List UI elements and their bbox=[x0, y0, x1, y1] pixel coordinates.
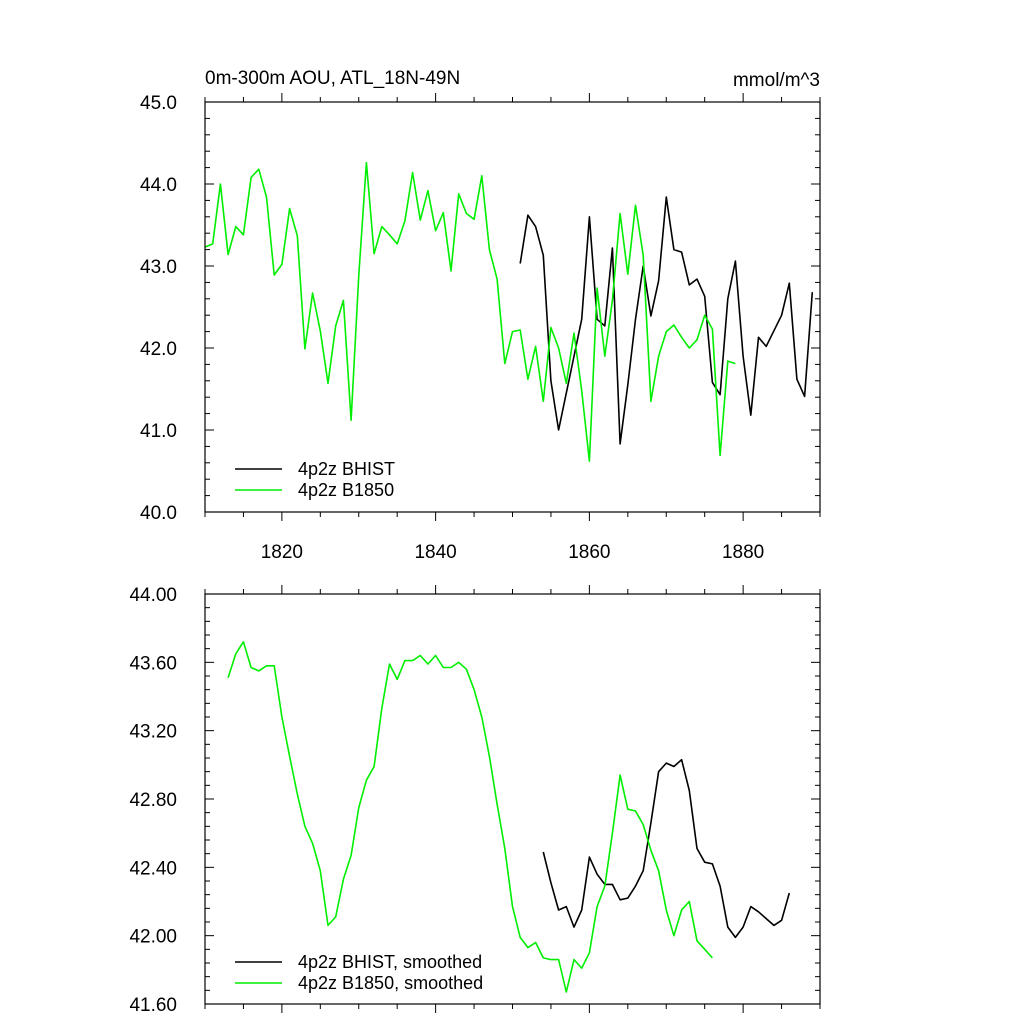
series-line-b1850 bbox=[227, 640, 713, 993]
x-tick-label: 1860 bbox=[568, 542, 610, 563]
tick-marks bbox=[204, 585, 821, 1013]
series-line-b1850 bbox=[204, 161, 736, 463]
tick-marks bbox=[204, 93, 821, 521]
y-tick-label: 42.80 bbox=[129, 790, 177, 811]
y-tick-label: 44.00 bbox=[129, 585, 177, 606]
plot-frame bbox=[204, 593, 821, 1005]
series-lines bbox=[204, 161, 814, 463]
legend: 4p2z BHIST, smoothed 4p2z B1850, smoothe… bbox=[235, 952, 483, 993]
panel-raw-aou: 0m-300m AOU, ATL_18N-49N mmol/m^3 40.0 41… bbox=[140, 68, 821, 563]
y-tick-label: 43.20 bbox=[129, 722, 177, 743]
legend: 4p2z BHIST 4p2z B1850 bbox=[235, 459, 395, 500]
series-line-bhist bbox=[542, 758, 791, 939]
y-tick-label: 43.60 bbox=[129, 653, 177, 674]
y-tick-label: 42.40 bbox=[129, 858, 177, 879]
y-tick-label: 42.00 bbox=[129, 927, 177, 948]
y-tick-label: 44.0 bbox=[140, 175, 177, 196]
series-line-bhist bbox=[519, 196, 814, 445]
y-tick-label: 45.0 bbox=[140, 93, 177, 114]
y-tick-labels: 40.0 41.0 42.0 43.0 44.0 45.0 bbox=[140, 93, 177, 524]
y-tick-label: 41.0 bbox=[140, 421, 177, 442]
y-tick-labels: 41.60 42.00 42.40 42.80 43.20 43.60 44.00 bbox=[129, 585, 177, 1016]
plot-frame bbox=[204, 101, 821, 513]
x-tick-label: 1820 bbox=[261, 542, 303, 563]
series-lines bbox=[227, 640, 791, 993]
y-tick-label: 40.0 bbox=[140, 503, 177, 524]
legend-label-b1850: 4p2z B1850 bbox=[298, 480, 394, 500]
chart-title: 0m-300m AOU, ATL_18N-49N bbox=[205, 68, 460, 89]
y-tick-label: 41.60 bbox=[129, 995, 177, 1016]
legend-label-bhist: 4p2z BHIST bbox=[298, 459, 395, 479]
x-tick-labels: 1820 1840 1860 1880 bbox=[261, 542, 765, 563]
units-label: mmol/m^3 bbox=[733, 70, 820, 91]
y-tick-label: 42.0 bbox=[140, 339, 177, 360]
x-tick-label: 1880 bbox=[722, 542, 764, 563]
panel-smoothed-aou: 41.60 42.00 42.40 42.80 43.20 43.60 44.00 4p2z… bbox=[129, 585, 821, 1016]
x-tick-label: 1840 bbox=[414, 542, 456, 563]
legend-label-b1850-smoothed: 4p2z B1850, smoothed bbox=[298, 973, 483, 993]
y-tick-label: 43.0 bbox=[140, 257, 177, 278]
legend-label-bhist-smoothed: 4p2z BHIST, smoothed bbox=[298, 952, 482, 972]
